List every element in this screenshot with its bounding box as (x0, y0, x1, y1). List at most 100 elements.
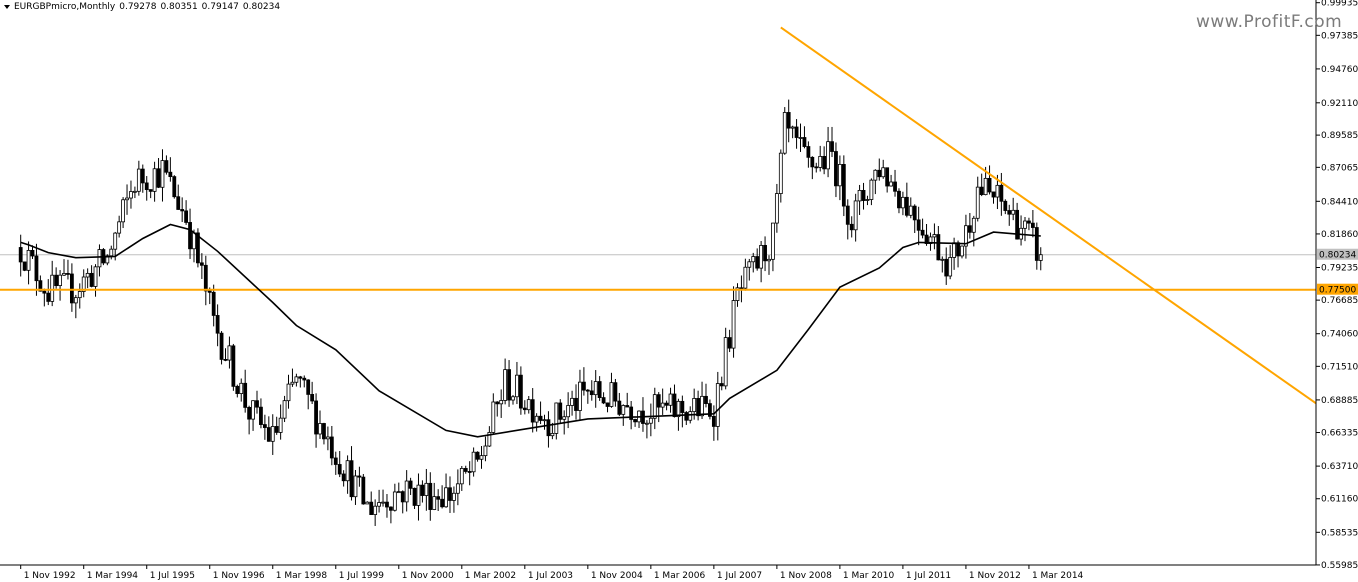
candle-body (656, 394, 661, 408)
candle-body (708, 403, 712, 417)
candle-body (700, 395, 704, 417)
candle-body (983, 177, 988, 196)
x-tick-label: 1 Mar 2002 (465, 571, 516, 581)
candle-body (759, 244, 764, 269)
candle-body (357, 475, 362, 478)
candle-body (538, 415, 543, 421)
candle-body (188, 222, 192, 250)
candle-body (865, 199, 870, 201)
y-tick-label: 0.97385 (1321, 31, 1358, 41)
open-value: 0.79278 (119, 2, 157, 12)
candle-body (522, 407, 527, 411)
x-tick-label: 1 Jul 2011 (906, 571, 951, 581)
candle-body (50, 274, 55, 302)
candle-body (692, 398, 697, 413)
candle-body (373, 505, 378, 515)
candle-body (404, 480, 409, 503)
candle-body (652, 394, 657, 419)
candle-body (192, 232, 196, 250)
candle-body (664, 402, 669, 406)
candle-body (81, 276, 86, 292)
candle-body (889, 181, 893, 187)
candle-body (999, 184, 1004, 202)
candle-body (960, 245, 964, 257)
candle-body (562, 416, 567, 420)
candle-body (834, 151, 838, 187)
candle-body (873, 169, 878, 181)
candle-body (73, 297, 78, 304)
candle-body (499, 400, 504, 405)
x-tick-label: 1 Jul 1995 (150, 571, 195, 581)
candle-body (479, 455, 484, 460)
candle-body (310, 394, 315, 402)
dropdown-triangle-icon[interactable] (4, 5, 10, 9)
x-tick-label: 1 Mar 2014 (1032, 571, 1084, 581)
candle-body (235, 385, 240, 394)
candle-body (85, 272, 90, 278)
candle-body (172, 176, 177, 198)
candle-body (503, 369, 508, 401)
candle-body (215, 315, 220, 334)
candle-body (428, 482, 433, 510)
y-tick-label: 0.92110 (1321, 99, 1358, 109)
candle-body (680, 400, 685, 413)
candle-body (62, 273, 66, 276)
y-tick-label: 0.74060 (1321, 330, 1358, 340)
candle-body (290, 381, 295, 385)
candle-body (711, 415, 716, 427)
candle-body (133, 190, 137, 193)
candle-body (948, 257, 953, 277)
candle-body (857, 189, 862, 202)
y-tick-label: 0.66335 (1321, 429, 1358, 439)
candle-body (223, 359, 228, 361)
candle-body (46, 292, 51, 302)
candle-body (121, 199, 125, 223)
candle-body (534, 415, 539, 423)
indicator-layer (0, 26, 1317, 438)
candle-body (542, 419, 547, 422)
x-tick-label: 1 Jul 2003 (528, 571, 573, 581)
candle-body (751, 256, 756, 263)
low-value: 0.79147 (201, 2, 239, 12)
close-value: 0.80234 (242, 2, 281, 12)
candle-body (227, 345, 232, 361)
y-tick-label: 0.84410 (1321, 197, 1358, 207)
support-price-label: 0.77500 (1319, 286, 1356, 296)
candle-body (731, 300, 736, 349)
candle-body (940, 258, 945, 261)
candle-body (381, 501, 385, 504)
candle-body (54, 274, 59, 287)
candle-body (806, 146, 811, 158)
candle-body (1023, 220, 1027, 229)
candle-body (763, 244, 767, 262)
candle-body (432, 496, 437, 510)
candle-body (475, 451, 480, 460)
candle-body (491, 401, 496, 433)
candle-body (778, 152, 783, 194)
candle-body (42, 290, 47, 294)
candle-body (696, 398, 701, 417)
candle-body (282, 400, 287, 419)
candle-body (1015, 209, 1020, 240)
candle-body (329, 436, 334, 459)
candle-body (38, 280, 43, 292)
candle-body (239, 382, 244, 394)
candle-body (774, 193, 779, 224)
candle-body (518, 374, 523, 409)
symbol-label: EURGBPmicro,Monthly (14, 2, 116, 12)
candle-body (125, 197, 129, 201)
downtrend-line[interactable] (780, 26, 1317, 405)
support-price-tag (1317, 283, 1358, 295)
candle-body (995, 184, 1000, 198)
candle-body (168, 171, 173, 178)
candle-body (274, 426, 279, 433)
candle-body (196, 232, 200, 264)
candle-body (593, 381, 598, 396)
candle-body (660, 402, 665, 408)
candle-body (455, 483, 460, 494)
candle-body (507, 369, 511, 401)
candle-body (794, 126, 799, 138)
candle-body (219, 332, 224, 360)
candle-body (322, 423, 326, 440)
